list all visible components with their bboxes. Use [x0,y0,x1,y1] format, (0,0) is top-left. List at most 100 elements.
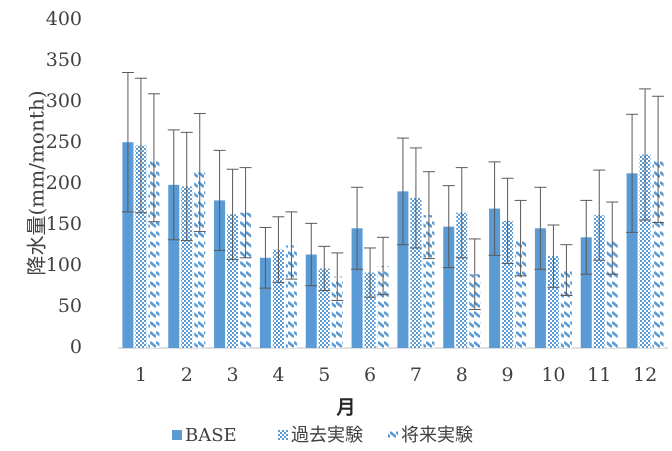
error-bar [501,177,514,265]
x-tick-label: 6 [364,364,376,386]
bar [469,274,481,348]
bar [240,212,252,348]
bar [181,186,193,348]
bar [580,237,592,348]
y-tick-labels: 0 50 100 150 200 250 300 350 400 [46,8,82,358]
error-bar [606,201,619,275]
bar [652,159,664,348]
legend-item: 将来実験 [388,425,473,446]
y-tick-label: 250 [46,131,82,153]
x-tick-label: 2 [181,364,193,386]
x-tick-label: 8 [456,364,468,386]
y-tick-label: 50 [58,295,82,317]
y-tick-label: 350 [46,49,82,71]
error-bar [488,161,501,256]
y-tick-label: 0 [70,336,82,358]
bar [377,266,389,348]
bar [318,268,330,348]
bar [331,276,343,348]
error-bar [652,95,665,224]
error-bar [580,199,593,275]
bar [194,172,206,348]
error-bar [259,226,272,289]
bar [364,272,376,348]
x-tick-labels: 1 2 3 4 5 6 7 8 9 10 11 12 [135,364,657,386]
bar [606,238,618,348]
error-bar [547,224,560,288]
legend-swatch [278,430,288,440]
bar [410,197,422,348]
legend: BASE 過去実験 将来実験 [172,425,473,446]
x-tick-label: 4 [272,364,284,386]
y-tick-label: 200 [46,172,82,194]
bar [122,142,134,348]
x-tick-label: 3 [227,364,239,386]
legend-item: 過去実験 [278,425,363,446]
error-bar [305,222,318,287]
error-bar [626,113,639,233]
error-bar [534,186,547,270]
legend-label: 過去実験 [291,425,363,446]
legend-item: BASE [172,425,237,446]
bar [489,208,501,348]
error-bar [455,167,468,259]
error-bar [134,77,147,214]
bar [135,145,147,348]
y-tick-label: 400 [46,8,82,30]
legend-label: 将来実験 [401,425,473,446]
legend-label: BASE [185,425,237,446]
error-bar [442,185,455,269]
bar [227,214,239,348]
error-bar [121,71,134,213]
error-bar [514,199,527,277]
y-tick-label: 150 [46,213,82,235]
error-bar [593,169,606,261]
bar [502,220,514,348]
error-bar [422,171,435,260]
error-bar [409,147,422,249]
bar [272,249,284,348]
y-axis-label: 降水量(mm/month) [25,90,49,275]
bar [423,215,435,348]
legend-swatch [388,430,398,440]
y-tick-label: 300 [46,90,82,112]
x-tick-label: 7 [410,364,422,386]
bar [515,238,527,348]
bars [122,142,664,348]
bar [259,257,271,348]
error-bar [377,236,390,296]
error-bar [331,252,344,301]
error-bar [180,131,193,242]
bar [351,228,363,348]
error-bar [468,238,481,310]
bar [639,154,651,348]
error-bar [167,129,180,241]
bar [547,256,559,348]
error-bar [560,244,573,297]
error-bar [272,216,285,283]
bar [285,245,297,348]
bar [214,200,226,348]
error-bar [226,168,239,260]
bar [456,212,468,348]
error-bar [239,167,252,259]
x-tick-label: 9 [502,364,514,386]
bar [148,157,160,348]
x-tick-label: 12 [633,364,657,386]
y-tick-label: 100 [46,254,82,276]
x-axis-label: 月 [335,397,355,419]
x-tick-label: 11 [587,364,611,386]
bar [593,215,605,348]
bar [305,254,317,348]
bar [560,270,572,348]
error-bar [364,247,377,298]
bar [626,173,638,348]
error-bar [213,149,226,251]
error-bar [147,93,160,223]
error-bar [193,112,206,233]
error-bar [285,211,298,280]
x-tick-label: 10 [541,364,565,386]
error-bars [121,71,665,310]
bar [534,228,546,348]
